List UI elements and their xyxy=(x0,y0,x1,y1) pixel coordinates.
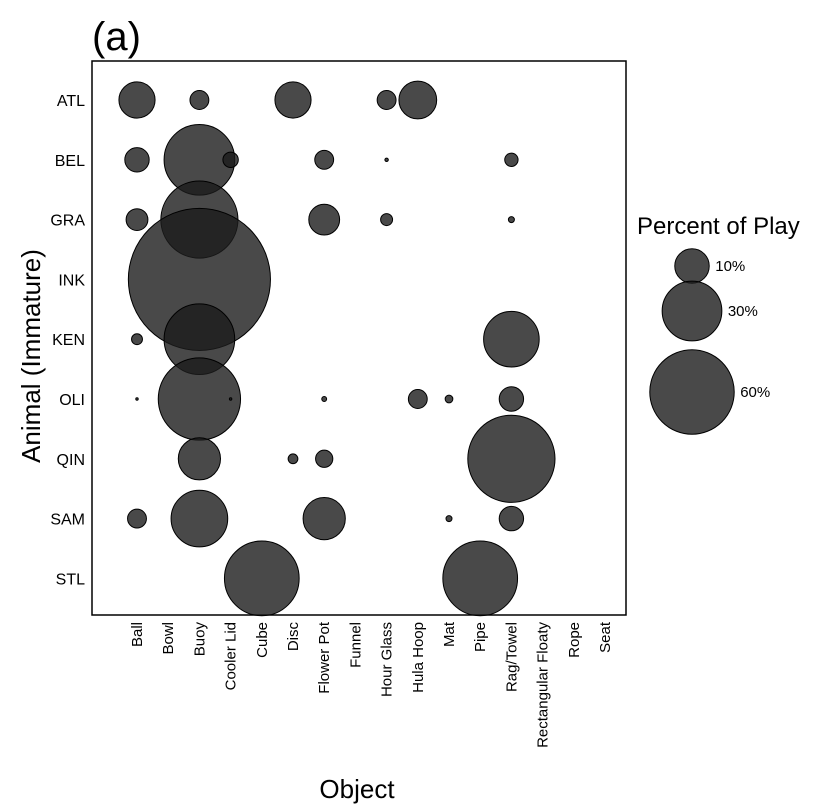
bubble-bel-flower-pot xyxy=(314,149,335,170)
legend-bubble-30 xyxy=(661,280,723,342)
bubble-stl-pipe xyxy=(442,540,519,617)
bubble-atl-ball xyxy=(118,81,156,119)
x-tick-hula-hoop: Hula Hoop xyxy=(410,622,427,693)
bubble-sam-rag-towel xyxy=(498,505,525,532)
bubble-oli-hula-hoop xyxy=(407,389,428,409)
bubble-gra-ball xyxy=(125,208,149,232)
legend-bubble-60 xyxy=(649,349,735,435)
bubble-atl-hour-glass xyxy=(376,90,397,110)
bubble-bel-hour-glass xyxy=(384,157,389,163)
bubble-bel-cooler-lid xyxy=(222,151,239,169)
bubble-oli-ball xyxy=(135,397,139,401)
bubble-oli-flower-pot xyxy=(321,396,328,402)
x-tick-ball: Ball xyxy=(129,622,146,647)
x-tick-rectangular-floaty: Rectangular Floaty xyxy=(535,622,552,748)
y-axis: ATL BEL GRA INK KEN OLI QIN SAM STL xyxy=(50,93,85,588)
bubble-gra-rag-towel xyxy=(507,216,515,224)
x-tick-buoy: Buoy xyxy=(191,622,208,657)
x-axis: Ball Bowl Buoy Cooler Lid Cube Disc Flower Pot… xyxy=(129,621,614,748)
y-tick-bel: BEL xyxy=(55,153,85,170)
x-tick-hour-glass: Hour Glass xyxy=(379,622,396,697)
bubble-qin-buoy xyxy=(177,437,222,481)
legend-label-10: 10% xyxy=(715,258,745,275)
bubble-qin-flower-pot xyxy=(315,449,334,468)
panel-label: (a) xyxy=(92,15,141,59)
y-tick-sam: SAM xyxy=(50,512,85,529)
bubble-ken-rag-towel xyxy=(483,310,540,368)
x-tick-mat: Mat xyxy=(441,621,458,647)
y-tick-ken: KEN xyxy=(52,332,85,349)
y-axis-title: Animal (Immature) xyxy=(16,249,46,463)
bubble-gra-hour-glass xyxy=(380,213,394,227)
y-tick-oli: OLI xyxy=(59,392,85,409)
legend-label-30: 30% xyxy=(728,303,758,320)
legend-label-60: 60% xyxy=(740,384,770,401)
bubble-bel-rag-towel xyxy=(504,152,519,167)
x-tick-cube: Cube xyxy=(254,622,271,658)
bubble-sam-buoy xyxy=(170,489,229,548)
x-tick-flower-pot: Flower Pot xyxy=(316,621,333,694)
x-tick-disc: Disc xyxy=(285,622,302,652)
x-tick-seat: Seat xyxy=(597,621,614,653)
bubble-gra-flower-pot xyxy=(308,203,341,236)
bubble-oli-mat xyxy=(444,394,454,404)
bubble-sam-ball xyxy=(127,508,147,529)
bubble-bel-ball xyxy=(124,147,150,173)
bubble-sam-mat xyxy=(445,515,453,523)
x-tick-pipe: Pipe xyxy=(472,622,489,652)
bubble-oli-rag-towel xyxy=(498,386,525,412)
x-tick-cooler-lid: Cooler Lid xyxy=(223,622,240,690)
bubble-qin-rag-towel xyxy=(467,414,556,503)
y-tick-qin: QIN xyxy=(57,452,85,469)
y-tick-ink: INK xyxy=(58,272,85,289)
y-tick-gra: GRA xyxy=(50,213,85,230)
x-axis-title: Object xyxy=(319,774,395,804)
x-tick-rope: Rope xyxy=(566,622,583,658)
y-tick-stl: STL xyxy=(56,571,85,588)
bubble-stl-cube xyxy=(223,540,300,617)
x-tick-bowl: Bowl xyxy=(160,622,177,655)
plot-frame xyxy=(91,60,627,616)
bubble-atl-buoy xyxy=(189,90,210,110)
bubble-layer xyxy=(118,80,556,617)
bubble-atl-hula-hoop xyxy=(398,80,438,120)
x-tick-funnel: Funnel xyxy=(347,622,364,668)
bubble-ken-ball xyxy=(131,333,143,346)
bubble-qin-disc xyxy=(287,453,299,465)
legend-bubble-10 xyxy=(674,248,710,284)
bubble-oli-buoy xyxy=(157,357,242,441)
bubble-sam-flower-pot xyxy=(302,496,346,541)
legend: 10% 30% 60% xyxy=(649,248,770,435)
legend-title: Percent of Play xyxy=(637,213,800,240)
y-tick-atl: ATL xyxy=(57,93,85,110)
bubble-oli-cooler-lid xyxy=(228,397,233,401)
bubble-atl-disc xyxy=(274,81,312,119)
x-tick-rag-towel: Rag/Towel xyxy=(503,622,520,692)
